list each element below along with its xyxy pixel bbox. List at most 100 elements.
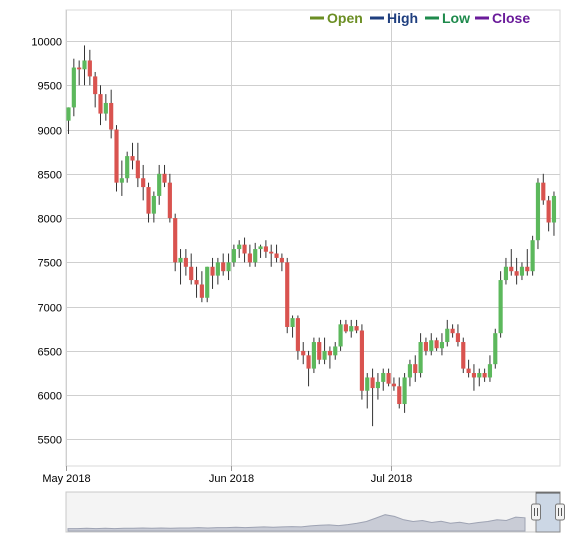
candle-body — [359, 330, 364, 391]
candle — [183, 249, 188, 276]
candle — [327, 346, 332, 369]
candle-body — [375, 381, 380, 389]
y-tick-label: 7000 — [38, 303, 62, 315]
candle-body — [402, 377, 407, 405]
candle — [402, 373, 407, 413]
candle-body — [173, 218, 178, 263]
candle-body — [381, 373, 386, 382]
legend[interactable]: Open High Low Close — [310, 10, 530, 26]
candle-body — [114, 129, 119, 183]
candle — [237, 240, 242, 258]
candle — [418, 333, 423, 378]
candle — [141, 164, 146, 201]
candle-body — [370, 377, 375, 389]
navigator[interactable] — [65, 491, 565, 533]
candle — [253, 242, 258, 267]
candle — [146, 182, 151, 223]
legend-item-high[interactable]: High — [370, 10, 418, 26]
x-tick-label: May 2018 — [42, 473, 90, 485]
candle-body — [285, 262, 290, 327]
candle — [130, 142, 135, 170]
candle-body — [445, 328, 450, 343]
candle-body — [391, 383, 397, 387]
candle — [535, 178, 541, 250]
candle — [173, 213, 178, 272]
candle-body — [103, 102, 108, 114]
legend-label: Close — [492, 10, 530, 26]
legend-item-low[interactable]: Low — [425, 10, 470, 26]
candle — [514, 257, 519, 285]
candle-body — [237, 244, 242, 250]
candle-body — [525, 266, 530, 272]
candle-body — [301, 350, 306, 356]
candle — [226, 253, 231, 281]
candle — [210, 257, 215, 289]
candle-body — [146, 187, 151, 214]
candle — [151, 191, 156, 223]
candle — [365, 373, 370, 409]
legend-label: Low — [442, 10, 470, 26]
x-tick-label: Jun 2018 — [209, 473, 254, 485]
candle — [493, 328, 498, 369]
candle — [221, 253, 226, 276]
candle — [242, 237, 247, 263]
candle — [333, 342, 338, 360]
candle-body — [98, 94, 103, 114]
candle-body — [210, 266, 215, 276]
candle — [125, 151, 130, 183]
candle-body — [327, 350, 332, 356]
navigator-left-handle[interactable] — [531, 503, 541, 521]
candle-body — [226, 262, 231, 272]
candle — [375, 373, 380, 400]
candle — [370, 368, 375, 427]
plot-area — [65, 9, 561, 467]
candle — [189, 253, 194, 285]
candle — [477, 368, 482, 387]
candle — [306, 350, 311, 387]
y-tick-label: 5500 — [38, 435, 62, 447]
candle — [509, 249, 514, 276]
candle-body — [295, 318, 300, 351]
candle-body — [397, 386, 402, 405]
candle-body — [77, 67, 82, 70]
candle-body — [119, 178, 124, 183]
candle — [263, 240, 268, 258]
candle-body — [66, 107, 71, 121]
candle — [279, 253, 284, 272]
candle-body — [93, 76, 98, 95]
candle-body — [514, 271, 519, 276]
candle-body — [125, 156, 130, 179]
candle-body — [199, 284, 204, 298]
candle-body — [349, 326, 354, 332]
candle — [349, 319, 354, 338]
candle — [423, 337, 429, 356]
candle-body — [519, 266, 525, 276]
y-tick-label: 10000 — [31, 37, 62, 49]
candle — [482, 368, 487, 382]
candle-body — [194, 280, 199, 285]
navigator-right-handle[interactable] — [555, 503, 565, 521]
candle — [205, 266, 210, 303]
candle-body — [429, 340, 434, 351]
candle — [386, 368, 391, 387]
candle — [397, 377, 402, 409]
legend-label: High — [387, 10, 418, 26]
candle — [247, 244, 252, 267]
y-tick-label: 6500 — [38, 347, 62, 359]
candle — [434, 337, 439, 351]
candle-body — [269, 251, 274, 254]
candle — [471, 364, 477, 391]
candle-body — [141, 178, 146, 188]
candle-body — [535, 182, 541, 241]
candle — [439, 333, 445, 356]
candle — [103, 94, 108, 121]
legend-item-open[interactable]: Open — [310, 10, 363, 26]
candle-body — [466, 368, 471, 374]
candle-body — [541, 182, 546, 201]
axis-layer: 5500 6000 6500 7000 7500 8000 8500 9000 9500 1000… — [31, 37, 412, 486]
candle — [178, 249, 183, 285]
legend-item-close[interactable]: Close — [475, 10, 530, 26]
candle-body — [423, 342, 429, 351]
